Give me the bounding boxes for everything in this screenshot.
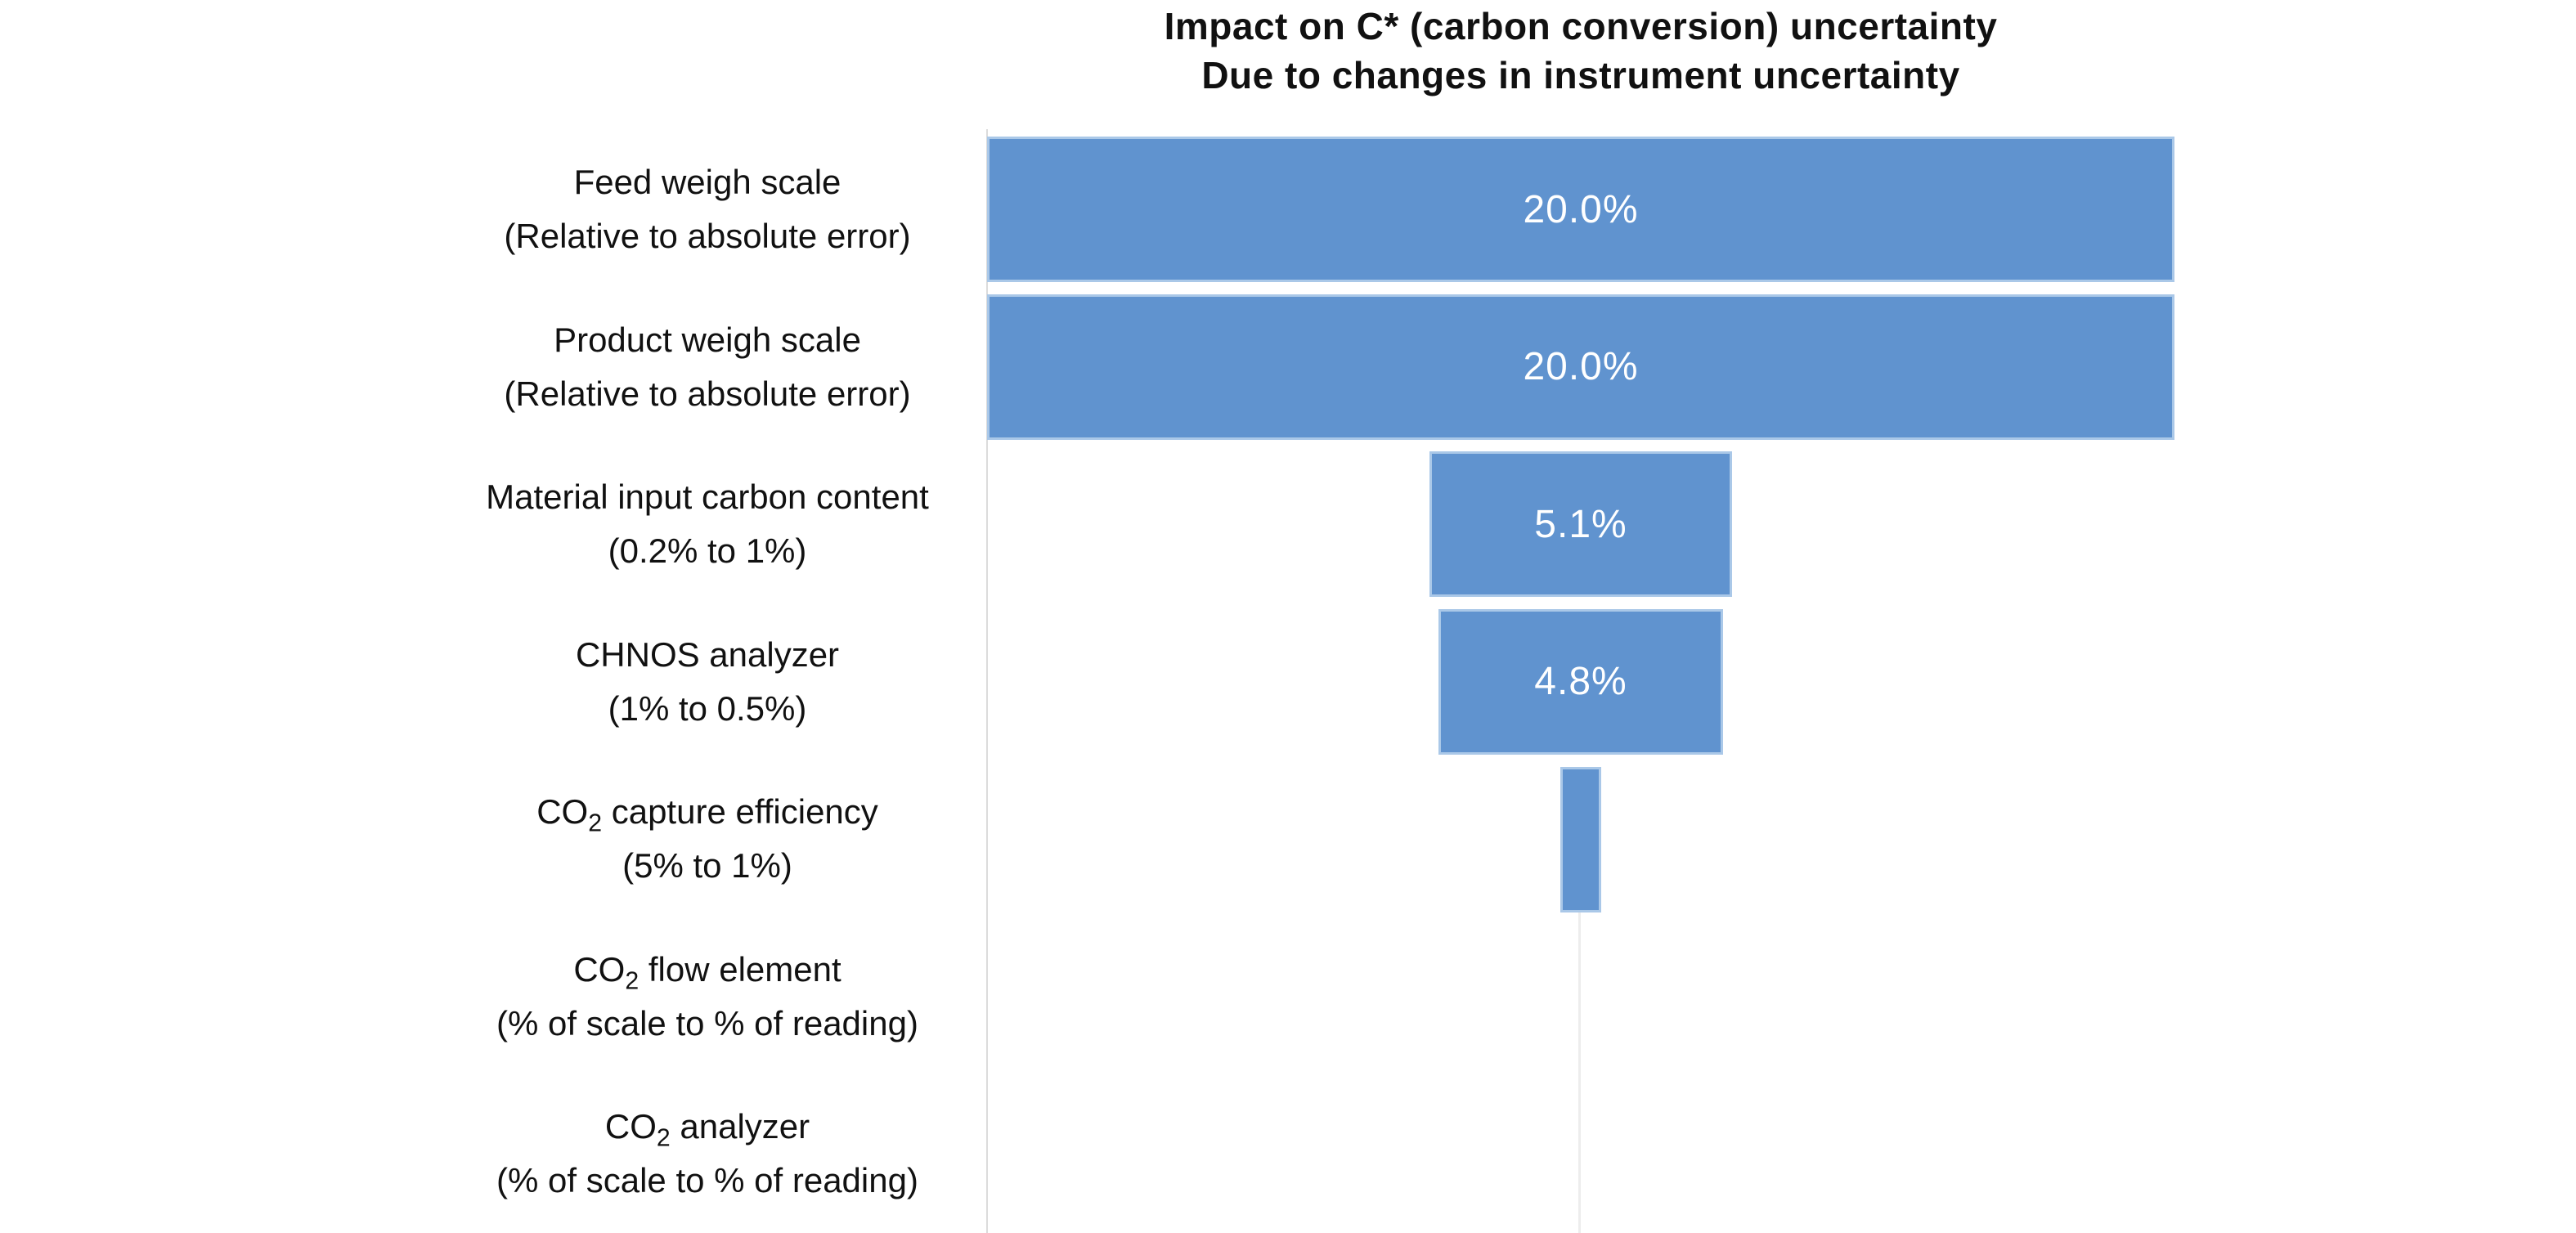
chart-title-line1: Impact on C* (carbon conversion) uncerta… (1164, 5, 1998, 47)
bar-value-label: 4.8% (1534, 660, 1627, 704)
category-label: CHNOS analyzer (1% to 0.5%) (575, 634, 840, 728)
bar-value-label: 20.0% (1523, 187, 1639, 231)
category-label: CO2 capture efficiency (5% to 1%) (536, 792, 878, 886)
chart-title-line2: Due to changes in instrument uncertainty (1201, 54, 1960, 96)
chart-row: Material input carbon content (0.2% to 1%… (0, 446, 2576, 603)
chart-row: Feed weigh scale (Relative to absolute er… (0, 131, 2576, 288)
category-label: Material input carbon content (0.2% to 1%… (486, 478, 929, 571)
chart-row: Product weigh scale (Relative to absolute… (0, 289, 2576, 446)
chart-row: CHNOS analyzer (1% to 0.5%) 4.8% (0, 603, 2576, 760)
plot-left-border-line (986, 129, 988, 1233)
bar: 20.0% (987, 137, 2174, 283)
bar-value-label: 5.1% (1534, 502, 1627, 546)
category-label: Feed weigh scale (Relative to absolute er… (504, 163, 911, 255)
bar: 20.0% (987, 294, 2174, 440)
category-label: Product weigh scale (Relative to absolute… (504, 320, 911, 413)
center-gridline (1578, 908, 1581, 1233)
bar: 4.8% (1438, 608, 1724, 755)
chart-row: CO2 flow element (% of scale to % of read… (0, 918, 2576, 1075)
category-label: CO2 flow element (% of scale to % of read… (496, 949, 918, 1042)
chart-row: CO2 capture efficiency (5% to 1%) (0, 760, 2576, 917)
chart-title: Impact on C* (carbon conversion) uncerta… (987, 2, 2174, 100)
bar (1560, 766, 1602, 912)
bar: 5.1% (1429, 451, 1733, 598)
chart-row: CO2 analyzer (% of scale to % of reading) (0, 1075, 2576, 1232)
bar-value-label: 20.0% (1523, 345, 1639, 389)
category-label: CO2 analyzer (% of scale to % of reading) (496, 1107, 918, 1200)
